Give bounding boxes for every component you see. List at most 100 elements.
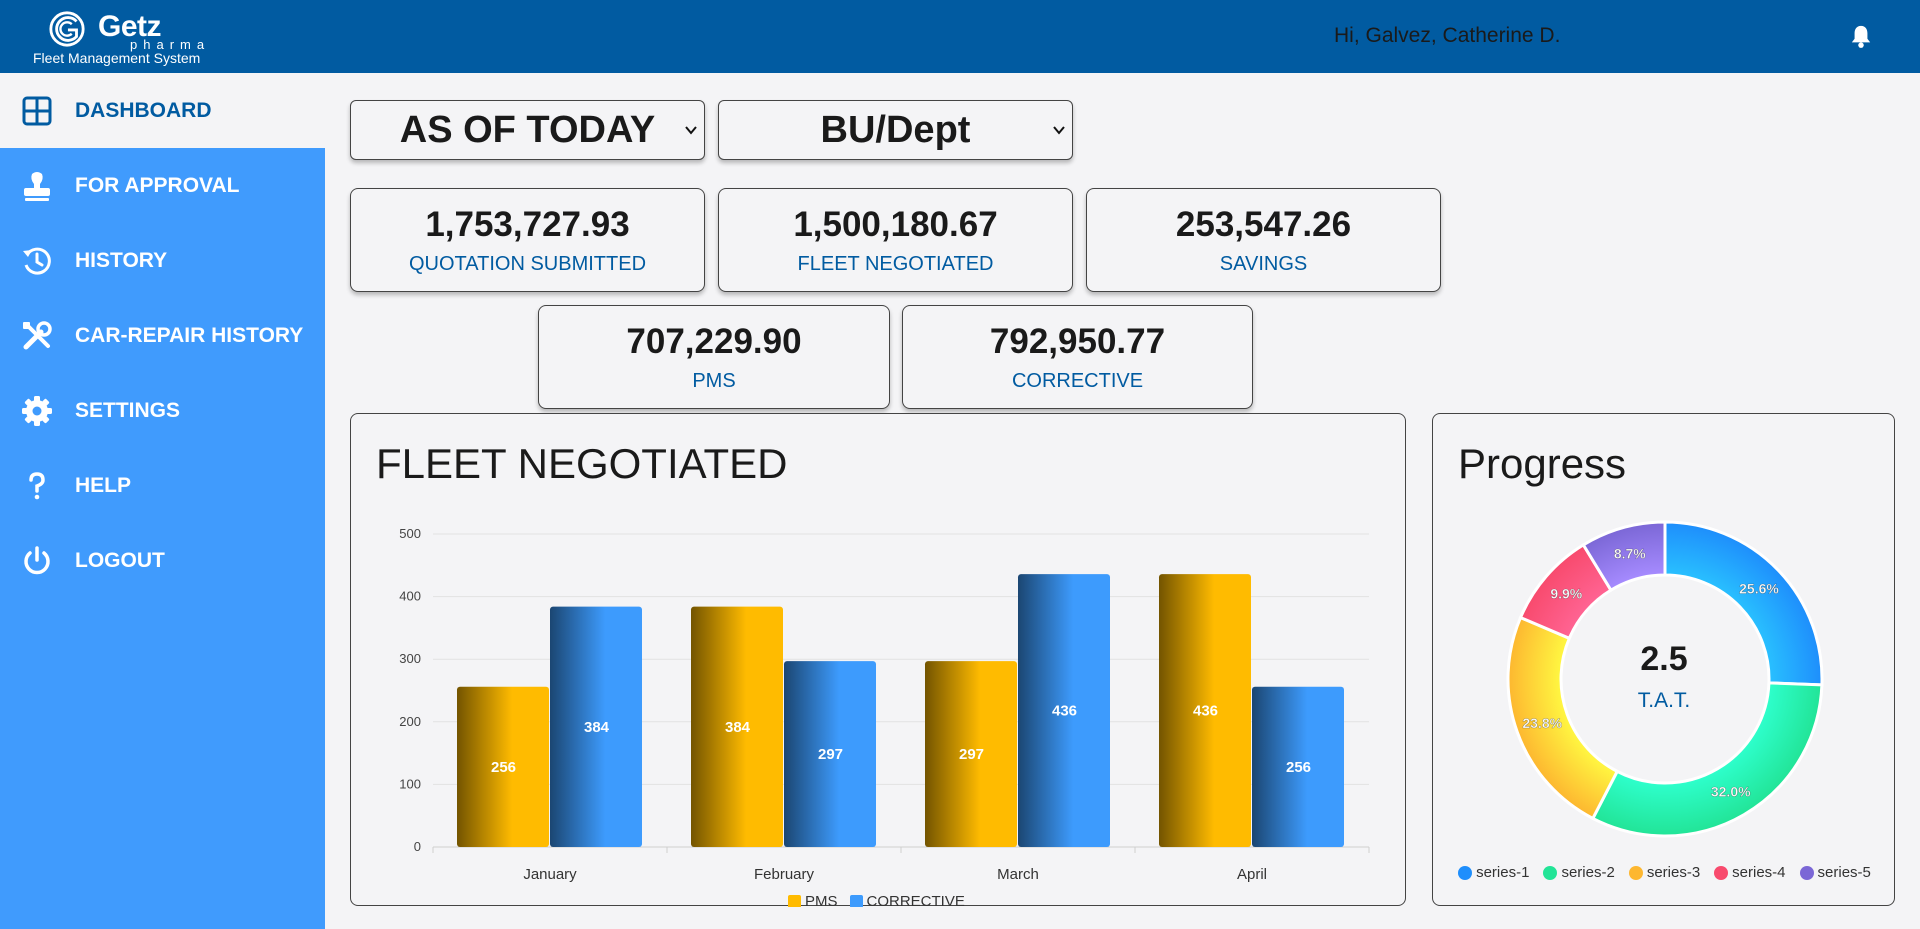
sidebar-item-car-repair-history[interactable]: CAR-REPAIR HISTORY (0, 298, 325, 373)
legend-swatch (1714, 865, 1729, 880)
tat-value: 2.5 (1640, 640, 1688, 678)
y-tick-label: 500 (399, 526, 421, 541)
donut-data-label: 9.9% (1550, 586, 1582, 602)
sidebar-item-logout[interactable]: LOGOUT (0, 523, 325, 598)
progress-chart-title: Progress (1458, 440, 1627, 487)
donut-data-label: 25.6% (1739, 580, 1779, 596)
logo-tagline: Fleet Management System (33, 50, 201, 66)
savings-label: SAVINGS (1219, 253, 1308, 275)
donut-chart-legend: series-1 series-2 series-3 series-4 series-5 (1433, 864, 1896, 881)
fleet-negotiated-chart-title: FLEET NEGOTIATED (376, 440, 788, 487)
donut-data-label: 23.8% (1522, 715, 1562, 731)
legend-label: series-1 (1476, 864, 1530, 881)
bar-chart-legend: PMS CORRECTIVE (788, 895, 977, 907)
sidebar: DASHBOARD FOR APPROVAL HISTORY CAR-REPAI… (0, 73, 325, 929)
sidebar-item-dashboard[interactable]: DASHBOARD (0, 73, 325, 148)
sidebar-item-label: FOR APPROVAL (75, 173, 240, 197)
approval-stamp-icon (20, 169, 54, 203)
period-select-value: AS OF TODAY (399, 108, 656, 151)
legend-label: CORRECTIVE (866, 895, 965, 907)
legend-item-series-2[interactable]: series-2 (1543, 864, 1615, 881)
donut-slice-series-1 (1663, 520, 1824, 687)
y-tick-label: 0 (414, 839, 421, 854)
power-icon (20, 544, 54, 578)
x-tick-label: March (997, 866, 1039, 883)
legend-swatch (1628, 865, 1643, 880)
sidebar-item-label: HELP (75, 473, 132, 497)
legend-label: series-5 (1817, 864, 1871, 881)
gear-icon (20, 394, 54, 428)
question-icon (20, 469, 54, 503)
x-tick-label: February (754, 866, 815, 883)
bar-data-label: 436 (1052, 703, 1077, 720)
bar-corrective-january (550, 606, 642, 847)
bar-corrective-february (784, 661, 876, 847)
legend-label: series-3 (1646, 864, 1701, 881)
pms-value: 707,229.90 (626, 322, 802, 361)
chevron-down-icon (685, 126, 697, 135)
legend-item-series-3[interactable]: series-3 (1628, 864, 1701, 881)
corrective-label: CORRECTIVE (1011, 370, 1144, 392)
sidebar-item-label: HISTORY (75, 248, 168, 272)
legend-label: series-4 (1732, 864, 1786, 881)
donut-data-label: 32.0% (1711, 784, 1751, 800)
bar-pms-february (691, 606, 783, 847)
user-greeting: Hi, Galvez, Catherine D. (1334, 24, 1561, 47)
donut-data-label: 8.7% (1614, 545, 1646, 561)
progress-panel: Progress 25.6% 32.0% 23.8% 9.9% 8.7% series-… (1432, 413, 1895, 906)
getz-logo-mark-icon (49, 11, 85, 47)
top-header: Getz pharma Fleet Management System Hi, … (0, 0, 1920, 73)
y-tick-label: 100 (399, 776, 421, 791)
savings-card: 253,547.26 SAVINGS (1086, 188, 1441, 292)
quotation-submitted-label: QUOTATION SUBMITTED (408, 253, 647, 275)
sidebar-item-history[interactable]: HISTORY (0, 223, 325, 298)
legend-item-series-5[interactable]: series-5 (1799, 864, 1871, 881)
dashboard-grid-icon (20, 94, 54, 128)
y-tick-label: 300 (399, 651, 421, 666)
bar-data-label: 256 (491, 759, 516, 776)
legend-item-series-4[interactable]: series-4 (1714, 864, 1786, 881)
donut-slice-series-2 (1590, 681, 1824, 838)
bar-data-label: 384 (725, 719, 751, 736)
bar-pms-march (925, 661, 1017, 847)
period-select[interactable]: AS OF TODAY (350, 100, 705, 160)
bar-corrective-march (1018, 574, 1110, 847)
quotation-submitted-card: 1,753,727.93 QUOTATION SUBMITTED (350, 188, 705, 292)
legend-swatch (1543, 865, 1558, 880)
savings-value: 253,547.26 (1175, 205, 1352, 244)
sidebar-item-for-approval[interactable]: FOR APPROVAL (0, 148, 325, 223)
chevron-down-icon (1053, 126, 1065, 135)
fleet-negotiated-value: 1,500,180.67 (793, 205, 998, 244)
bar-data-label: 384 (584, 719, 610, 736)
y-tick-label: 200 (399, 714, 421, 729)
legend-label: PMS (805, 895, 838, 907)
sidebar-item-label: SETTINGS (75, 398, 181, 422)
pms-card: 707,229.90 PMS (538, 305, 890, 409)
sidebar-item-label: LOGOUT (75, 548, 165, 572)
bar-corrective-april (1252, 686, 1344, 847)
legend-item-pms[interactable]: PMS (788, 895, 838, 907)
fleet-negotiated-panel: FLEET NEGOTIATED 0 100 200 300 400 500 January… (350, 413, 1406, 907)
fleet-negotiated-card: 1,500,180.67 FLEET NEGOTIATED (718, 188, 1073, 292)
corrective-card: 792,950.77 CORRECTIVE (902, 305, 1253, 409)
x-tick-label: January (523, 866, 577, 883)
legend-item-corrective[interactable]: CORRECTIVE (849, 895, 965, 907)
progress-donut-chart: 25.6% 32.0% 23.8% 9.9% 8.7% (1506, 520, 1824, 838)
corrective-value: 792,950.77 (989, 322, 1166, 361)
legend-item-series-1[interactable]: series-1 (1458, 864, 1529, 881)
bell-icon[interactable] (1850, 24, 1872, 48)
donut-slice-series-5 (1581, 520, 1667, 593)
getz-pharma-logo[interactable]: Getz pharma Fleet Management System (32, 8, 222, 68)
bar-data-label: 256 (1286, 759, 1311, 776)
fleet-negotiated-label: FLEET NEGOTIATED (797, 253, 994, 275)
group-select[interactable]: BU/Dept (718, 100, 1073, 160)
sidebar-item-label: DASHBOARD (75, 98, 212, 122)
legend-label: series-2 (1561, 864, 1615, 881)
bar-pms-january (457, 686, 549, 847)
sidebar-item-settings[interactable]: SETTINGS (0, 373, 325, 448)
tat-label: T.A.T. (1637, 689, 1691, 712)
sidebar-item-help[interactable]: HELP (0, 448, 325, 523)
bar-data-label: 297 (959, 746, 984, 763)
pms-label: PMS (692, 370, 736, 392)
fleet-negotiated-bar-chart: 0 100 200 300 400 500 January 256 384 February 384… (399, 526, 1370, 883)
